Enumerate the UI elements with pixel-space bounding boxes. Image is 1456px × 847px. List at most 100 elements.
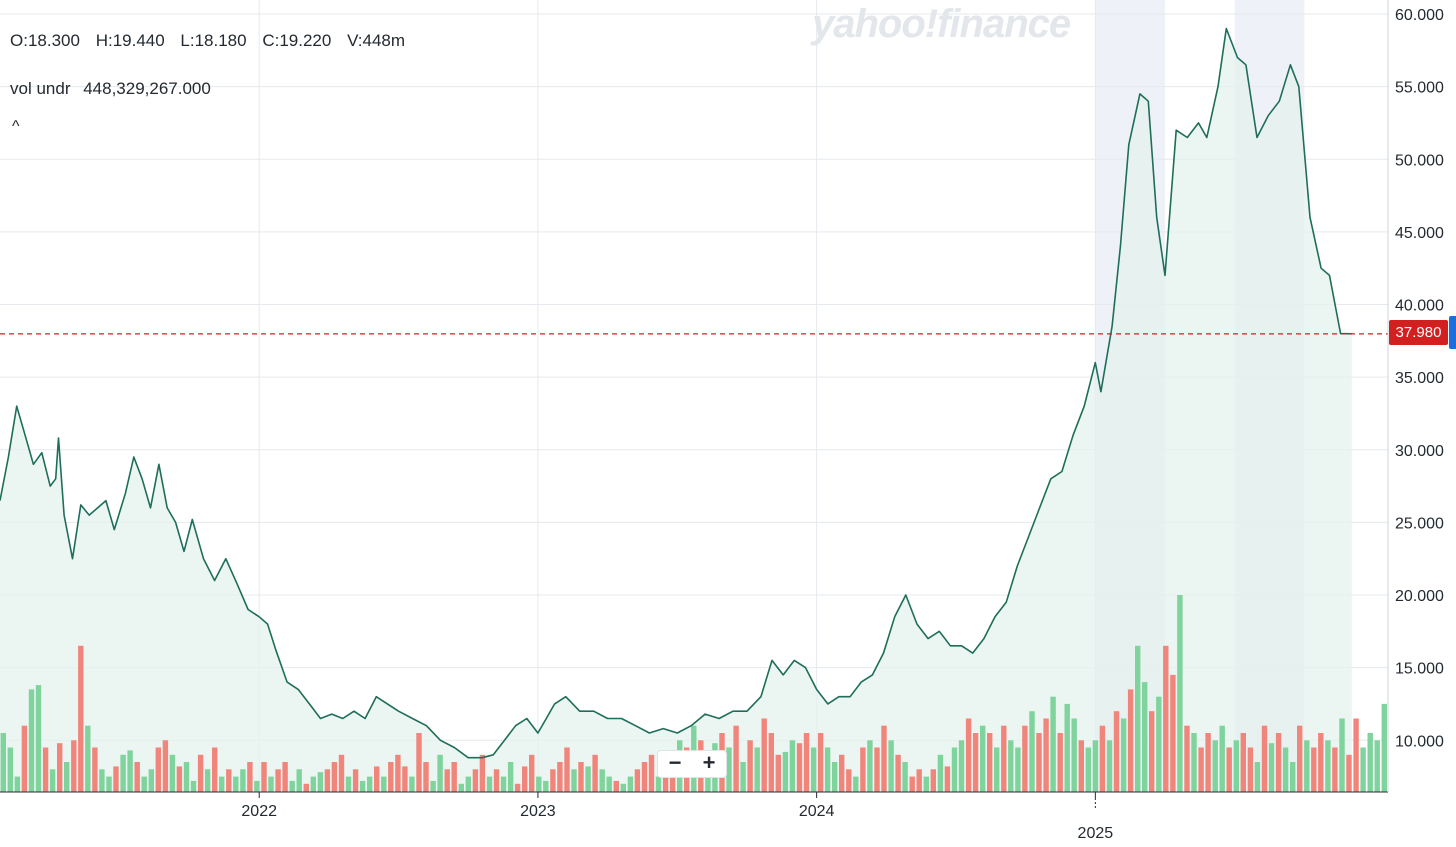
volume-bar [367,776,373,792]
volume-bar [381,776,387,792]
y-tick-label: 10.000 [1395,733,1444,750]
volume-bar [1050,696,1056,792]
volume-bar [1254,762,1261,792]
volume-bar [803,733,810,792]
volume-bar [846,769,852,792]
volume-bar [78,645,84,792]
open-value: O:18.300 [10,31,80,50]
volume-bar [1325,740,1331,793]
volume-bar [254,780,260,792]
volume-bar [275,769,281,792]
volume-bar [430,780,436,792]
volume-bar [1113,711,1120,792]
volume-bar [1071,718,1077,792]
volume-bar [1078,740,1084,793]
volume-bar [14,776,21,792]
volume-bar [740,762,746,792]
volume-bar [655,776,662,792]
volume-bar [606,776,612,792]
volume-bar [233,776,239,792]
volume-bar [1008,740,1014,793]
volume-bar [1297,725,1303,792]
volume-bar [1261,725,1268,792]
volume-bar [57,743,63,792]
collapse-chevron-icon[interactable]: ^ [12,118,20,135]
price-scale-handle[interactable] [1449,316,1456,349]
volume-bar [1127,689,1134,792]
y-tick-label: 45.000 [1395,225,1444,242]
volume-bar [810,747,817,792]
volume-bar [465,776,471,792]
volume-bar [134,762,140,792]
volume-bar [1099,725,1106,792]
volume-bar [345,776,352,792]
volume-bar [578,762,584,792]
volume-bar [493,769,500,792]
volume-bar [437,754,443,792]
volume-bar [1374,740,1380,793]
y-tick-label: 40.000 [1395,298,1444,315]
price-line [0,27,1352,759]
volume-bar [395,754,401,792]
volume-bar [1191,733,1197,792]
volume-bar [881,725,887,792]
volume-bar [1043,718,1049,792]
volume-bar [1057,733,1063,792]
volume-bar [1275,733,1282,792]
volume-bar [1240,733,1246,792]
volume-bar [888,740,894,793]
zoom-in-button[interactable]: + [702,750,716,775]
volume-bar [1311,747,1317,792]
volume-bar [49,769,56,792]
volume-bar [761,718,767,792]
volume-bar [726,747,732,792]
volume-bar [1233,740,1239,793]
volume-bar [972,733,979,792]
volume-bar [1022,725,1028,792]
volume-bar [1142,682,1148,792]
volume-bar [585,766,591,792]
volume-bar [226,769,232,792]
volume-bar [28,689,35,792]
close-value: C:19.220 [262,31,332,50]
volume-bar [1149,711,1155,792]
volume-bar [64,762,70,792]
volume-bar [529,754,535,792]
volume-bar [85,725,91,792]
volume-bar [190,780,197,792]
volume-bar [331,762,338,792]
volume-bar [1339,718,1345,792]
volume-bar [662,769,669,792]
volume-bar [1156,696,1162,792]
volume-bar [155,747,161,792]
volume-bar [536,776,542,792]
volume-bar [1029,711,1035,792]
volume-bar [867,740,873,793]
volume-bar [1346,754,1352,792]
volume-bar [599,769,605,792]
volume-bar [324,769,331,792]
volume-bar [550,769,556,792]
volume-bar [853,776,859,792]
volume-bar [634,769,641,792]
volume-bar [1001,725,1007,792]
y-tick-label: 50.000 [1395,152,1444,169]
volume-bar [1198,747,1204,792]
volume-bar [965,718,972,792]
volume-bar [754,747,760,792]
volume-bar [423,762,429,792]
volume-bar [543,780,549,792]
zoom-out-button[interactable]: − [668,750,682,775]
volume-bar [500,776,507,792]
volume-bar [458,783,464,792]
volume-bar [162,740,169,793]
volume-bar [21,725,28,792]
y-tick-label: 30.000 [1395,443,1444,460]
volume-bar [1163,645,1169,792]
volume-bar [1120,718,1127,792]
volume-bar [507,762,514,792]
high-value: H:19.440 [95,31,165,50]
ohlc-readout: O:18.300 H:19.440 L:18.180 C:19.220 V:44… [10,31,416,51]
volume-bar [817,733,824,792]
